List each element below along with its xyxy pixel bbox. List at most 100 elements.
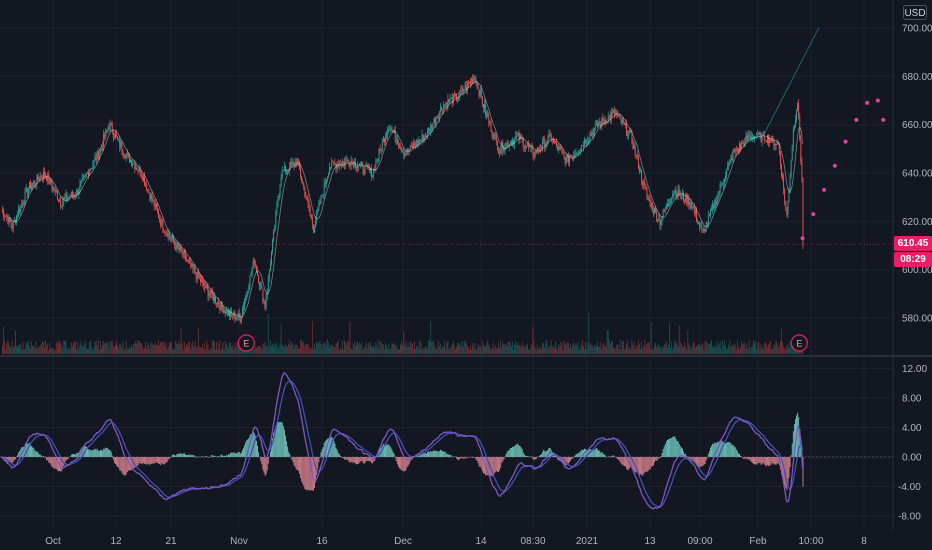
candle-body	[307, 198, 309, 204]
candle-body	[361, 161, 363, 164]
volume-bar	[208, 349, 210, 354]
candle-body	[177, 242, 179, 247]
candle-body	[760, 132, 762, 142]
histogram-bar	[666, 439, 668, 457]
candle-body	[141, 176, 143, 181]
volume-bar	[422, 348, 424, 354]
candle-body	[74, 194, 76, 196]
candle-body	[390, 128, 392, 130]
volume-bar	[344, 340, 346, 354]
candle-body	[459, 90, 461, 97]
histogram-bar	[356, 457, 357, 465]
candle-body	[319, 203, 321, 205]
volume-bar	[790, 344, 792, 354]
histogram-bar	[174, 454, 176, 457]
histogram-bar	[737, 453, 739, 457]
histogram-bar	[614, 456, 616, 457]
volume-bar	[489, 346, 491, 354]
volume-bar	[510, 346, 512, 354]
volume-bar	[712, 346, 713, 354]
volume-bar	[116, 341, 117, 354]
histogram-bar	[513, 447, 515, 457]
histogram-bar	[116, 457, 118, 466]
volume-bar	[48, 349, 50, 354]
volume-bar	[228, 348, 229, 354]
candle-body	[408, 149, 410, 152]
candle-body	[125, 154, 127, 159]
candle-body	[477, 83, 479, 90]
candle-body	[186, 259, 187, 261]
histogram-bar	[694, 457, 696, 463]
candle-body	[476, 83, 478, 85]
histogram-bar	[682, 448, 683, 457]
candle-body	[761, 133, 763, 142]
histogram-bar	[742, 457, 744, 458]
volume-bar	[578, 349, 580, 354]
histogram-bar	[707, 453, 709, 457]
histogram-bar	[218, 456, 220, 457]
histogram-bar	[598, 450, 600, 457]
candle-body	[160, 219, 162, 225]
candle-body	[182, 251, 184, 255]
candle-body	[551, 141, 553, 142]
histogram-bar	[60, 457, 62, 472]
candle-body	[560, 148, 562, 150]
histogram-bar	[655, 457, 657, 461]
candle-body	[88, 172, 90, 176]
histogram-bar	[680, 447, 682, 457]
histogram-bar	[657, 457, 659, 461]
volume-bar	[230, 342, 231, 354]
oscillator-tick-label: 4.00	[902, 423, 922, 434]
candle-body	[550, 134, 552, 142]
histogram-bar	[297, 457, 299, 471]
candle-body	[732, 150, 734, 161]
histogram-bar	[577, 452, 579, 457]
candle-body	[126, 153, 128, 155]
volume-bar	[442, 346, 443, 354]
volume-bar	[262, 343, 264, 354]
histogram-bar	[259, 457, 261, 458]
volume-bar	[481, 340, 483, 354]
histogram-bar	[167, 457, 169, 460]
candle-body	[678, 188, 680, 196]
currency-label[interactable]: USD	[903, 5, 927, 20]
candle-body	[438, 111, 440, 118]
candle-body	[612, 112, 614, 113]
candle-body	[252, 260, 254, 269]
volume-bar	[673, 346, 675, 354]
histogram-bar	[560, 457, 562, 462]
histogram-bar	[437, 451, 439, 457]
candle-body	[120, 142, 122, 147]
candle-body	[20, 204, 22, 212]
candle-body	[443, 104, 445, 110]
volume-bar	[219, 340, 221, 354]
histogram-bar	[39, 454, 41, 457]
histogram-bar	[628, 457, 630, 470]
volume-bar	[19, 344, 21, 354]
candle-body	[336, 164, 338, 169]
histogram-bar	[432, 451, 434, 457]
volume-bar	[372, 346, 373, 354]
volume-bar	[258, 345, 259, 354]
histogram-bar	[478, 457, 480, 467]
volume-bar	[259, 345, 261, 354]
candle-body	[698, 222, 700, 224]
volume-bar	[183, 341, 185, 354]
histogram-bar	[761, 457, 763, 464]
candle-body	[573, 154, 575, 158]
histogram-bar	[347, 457, 349, 461]
histogram-bar	[464, 457, 466, 458]
volume-bar	[433, 342, 435, 354]
volume-bar	[110, 340, 112, 354]
volume-bar	[73, 342, 74, 354]
volume-bar	[76, 349, 78, 354]
volume-bar	[689, 345, 691, 354]
candle-body	[230, 310, 232, 316]
histogram-bar	[226, 455, 228, 457]
histogram-bar	[336, 449, 338, 457]
volume-bar	[174, 348, 176, 354]
histogram-bar	[622, 457, 624, 466]
histogram-bar	[24, 444, 26, 457]
volume-bar	[58, 343, 59, 354]
